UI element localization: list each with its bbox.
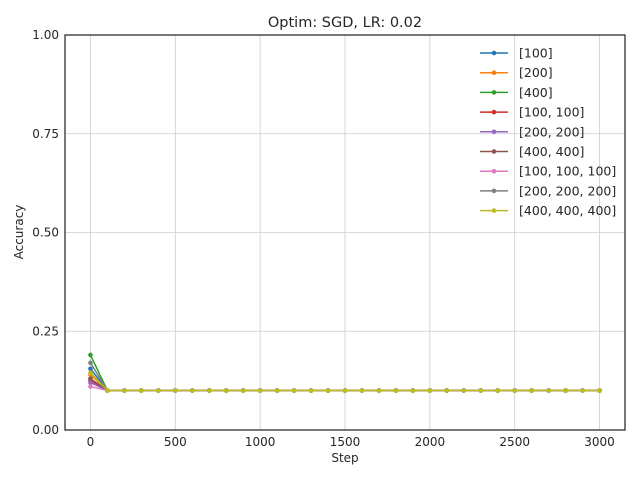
data-point bbox=[88, 384, 93, 389]
legend-label: [200, 200] bbox=[519, 124, 584, 139]
legend-marker bbox=[491, 70, 497, 75]
data-point bbox=[189, 388, 195, 393]
data-point bbox=[88, 352, 93, 358]
data-point bbox=[274, 388, 280, 393]
data-point bbox=[105, 388, 110, 393]
legend-marker bbox=[491, 188, 497, 194]
y-tick-label: 1.00 bbox=[32, 28, 59, 42]
y-tick-label: 0.25 bbox=[32, 324, 59, 338]
x-axis-label: Step bbox=[331, 451, 358, 465]
data-point bbox=[393, 388, 399, 393]
x-tick-label: 0 bbox=[87, 435, 95, 449]
data-point bbox=[359, 388, 365, 393]
legend-label: [100, 100] bbox=[519, 105, 584, 120]
series-9 bbox=[88, 370, 602, 393]
data-point bbox=[88, 376, 93, 381]
chart-title: Optim: SGD, LR: 0.02 bbox=[268, 15, 422, 31]
legend-item: [200, 200] bbox=[480, 124, 584, 139]
data-point bbox=[461, 388, 467, 393]
legend-item: [400] bbox=[480, 85, 553, 100]
x-tick-label: 500 bbox=[164, 435, 187, 449]
legend-marker bbox=[491, 208, 497, 213]
data-point bbox=[206, 388, 212, 393]
y-tick-label: 0.00 bbox=[32, 423, 59, 437]
legend-item: [200, 200, 200] bbox=[480, 183, 616, 198]
legend-item: [200] bbox=[480, 65, 553, 80]
x-tick-label: 1500 bbox=[330, 435, 361, 449]
data-point bbox=[257, 388, 263, 393]
legend-item: [100, 100] bbox=[480, 105, 584, 120]
data-point bbox=[512, 388, 517, 393]
x-tick-label: 1000 bbox=[245, 435, 276, 449]
data-point bbox=[223, 388, 229, 393]
data-point bbox=[240, 388, 246, 393]
legend-marker bbox=[491, 168, 497, 174]
data-point bbox=[529, 388, 534, 393]
data-point bbox=[580, 388, 585, 393]
legend-marker bbox=[491, 129, 497, 135]
data-point bbox=[88, 370, 93, 376]
legend-label: [100, 100, 100] bbox=[519, 164, 616, 179]
legend-marker bbox=[491, 50, 497, 56]
legend-label: [400] bbox=[519, 85, 553, 100]
data-point bbox=[173, 388, 178, 393]
legend-item: [400, 400] bbox=[480, 144, 584, 159]
legend-item: [100, 100, 100] bbox=[480, 164, 616, 179]
data-point bbox=[308, 388, 314, 393]
data-point bbox=[88, 380, 93, 385]
x-tick-label: 2000 bbox=[415, 435, 446, 449]
legend-label: [400, 400] bbox=[519, 144, 584, 159]
legend-label: [100] bbox=[519, 46, 553, 61]
data-point bbox=[563, 388, 568, 393]
y-tick-label: 0.75 bbox=[32, 127, 59, 141]
data-point bbox=[597, 388, 602, 393]
y-tick-label: 0.50 bbox=[32, 226, 59, 240]
data-point bbox=[444, 388, 450, 393]
legend-item: [100] bbox=[480, 46, 553, 61]
data-point bbox=[88, 360, 93, 366]
series-layer bbox=[88, 352, 602, 393]
legend-item: [400, 400, 400] bbox=[480, 203, 616, 218]
legend-marker bbox=[491, 90, 497, 95]
data-point bbox=[156, 388, 161, 393]
y-axis-label: Accuracy bbox=[12, 205, 26, 260]
legend-label: [200, 200, 200] bbox=[519, 183, 616, 198]
data-point bbox=[478, 388, 484, 393]
x-axis-ticks: 0 500 1000 1500 2000 2500 3000 bbox=[87, 435, 615, 449]
legend-label: [200] bbox=[519, 65, 553, 80]
data-point bbox=[495, 388, 501, 393]
y-axis-ticks: 0.00 0.25 0.50 0.75 1.00 bbox=[32, 28, 59, 437]
data-point bbox=[546, 388, 551, 393]
legend-label: [400, 400, 400] bbox=[519, 203, 616, 218]
x-tick-label: 2500 bbox=[499, 435, 530, 449]
data-point bbox=[410, 388, 416, 393]
legend-marker bbox=[491, 149, 497, 154]
x-tick-label: 3000 bbox=[584, 435, 615, 449]
data-point bbox=[376, 388, 382, 393]
data-point bbox=[122, 388, 127, 393]
data-point bbox=[139, 388, 144, 393]
legend: [100] [200] [400] [100, 100] [200, 200] [400,… bbox=[480, 46, 616, 218]
legend-marker bbox=[491, 109, 497, 115]
data-point bbox=[325, 388, 331, 393]
data-point bbox=[88, 366, 93, 372]
plot-frame bbox=[64, 34, 626, 431]
data-point bbox=[342, 388, 348, 393]
data-point bbox=[291, 388, 297, 393]
data-point bbox=[427, 388, 433, 393]
